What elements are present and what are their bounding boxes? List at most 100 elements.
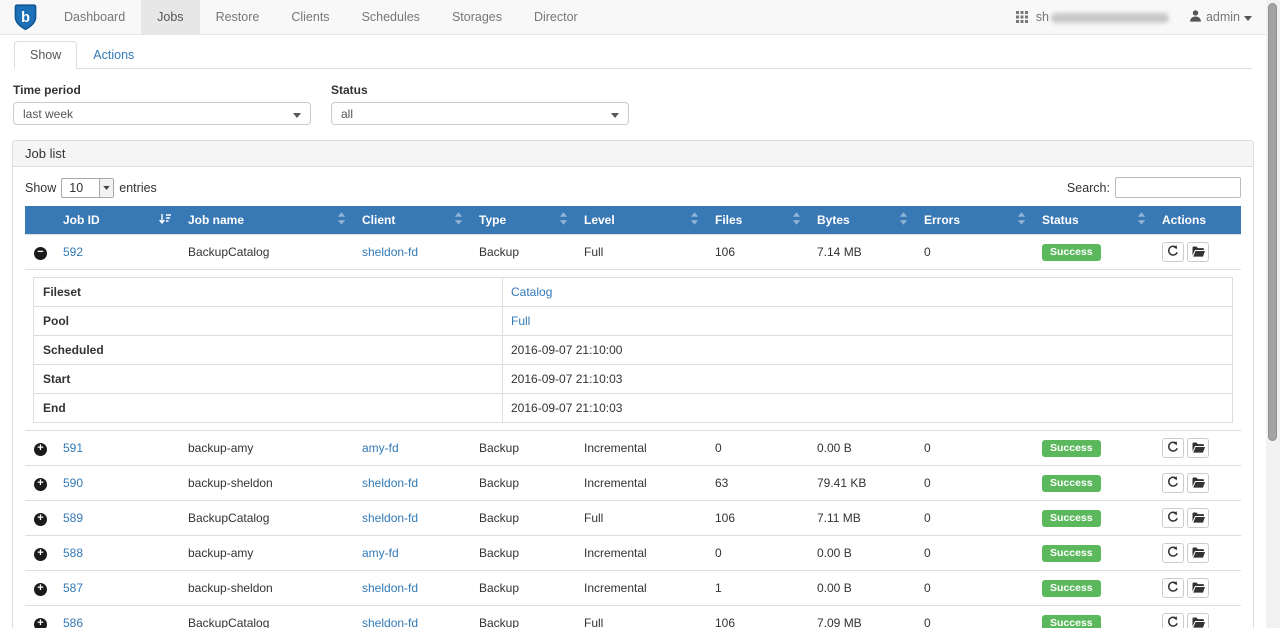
expand-row-button[interactable]: +: [34, 442, 47, 456]
chevron-down-icon: [293, 107, 301, 121]
nav-item-storages[interactable]: Storages: [451, 10, 502, 24]
files-cell: 0: [707, 535, 809, 571]
rerun-button[interactable]: [1162, 438, 1184, 458]
expand-row-button[interactable]: +: [34, 617, 47, 628]
restore-button[interactable]: [1187, 438, 1209, 458]
expand-row-button[interactable]: +: [34, 477, 47, 491]
job-name-cell: BackupCatalog: [180, 500, 354, 536]
status-badge: Success: [1042, 509, 1101, 527]
expand-row-button[interactable]: +: [34, 512, 47, 526]
expand-cell: +: [25, 535, 55, 571]
client-link[interactable]: amy-fd: [362, 441, 399, 455]
actions-cell: [1154, 605, 1241, 628]
table-row-job-588: +588 backup-amy amy-fd Backup Incremental 0 0.…: [25, 535, 1241, 571]
status-filter: Status all: [331, 83, 629, 125]
pool-link[interactable]: Full: [511, 314, 531, 328]
type-cell: Backup: [471, 535, 576, 571]
job-id-link[interactable]: 590: [63, 476, 84, 490]
client-link[interactable]: sheldon-fd: [362, 476, 419, 490]
status-badge: Success: [1042, 474, 1101, 492]
user-icon: [1189, 9, 1202, 25]
files-cell: 63: [707, 465, 809, 501]
detail-value: 2016-09-07 21:10:00: [502, 335, 1233, 365]
rerun-button[interactable]: [1162, 578, 1184, 598]
job-name-cell: BackupCatalog: [180, 605, 354, 628]
level-cell: Incremental: [576, 430, 707, 466]
client-link[interactable]: sheldon-fd: [362, 511, 419, 525]
user-name: admin: [1205, 10, 1240, 24]
actions-cell: [1154, 234, 1241, 270]
scrollbar-thumb[interactable]: [1268, 3, 1277, 441]
nav-item-director[interactable]: Director: [533, 10, 578, 24]
restore-button[interactable]: [1187, 242, 1209, 262]
collapse-row-button[interactable]: −: [34, 246, 47, 260]
restore-button[interactable]: [1187, 613, 1209, 628]
files-cell: 106: [707, 500, 809, 536]
time-period-select[interactable]: last week: [13, 102, 311, 125]
job-id-link[interactable]: 592: [63, 245, 84, 259]
status-badge: Success: [1042, 579, 1101, 597]
tab-actions[interactable]: Actions: [93, 48, 135, 62]
rerun-button[interactable]: [1162, 473, 1184, 493]
col-header-status[interactable]: Status: [1034, 206, 1154, 235]
restore-button[interactable]: [1187, 578, 1209, 598]
tab-show[interactable]: Show: [14, 41, 78, 69]
bareos-logo-icon[interactable]: b: [0, 0, 48, 34]
page-size-value: 10: [69, 180, 84, 195]
col-header-type[interactable]: Type: [471, 206, 576, 235]
restore-button[interactable]: [1187, 473, 1209, 493]
col-header-job-id[interactable]: Job ID: [55, 206, 180, 235]
vertical-scrollbar[interactable]: [1266, 0, 1280, 628]
col-header-files[interactable]: Files: [707, 206, 809, 235]
col-header-bytes[interactable]: Bytes: [809, 206, 916, 235]
col-header-job-name[interactable]: Job name: [180, 206, 354, 235]
fileset-link[interactable]: Catalog: [511, 285, 553, 299]
rerun-button[interactable]: [1162, 613, 1184, 628]
detail-label: Scheduled: [33, 335, 503, 365]
job-name-cell: backup-sheldon: [180, 465, 354, 501]
user-menu[interactable]: admin: [1189, 9, 1252, 25]
restore-button[interactable]: [1187, 543, 1209, 563]
sort-icon: [559, 212, 568, 228]
status-cell: Success: [1034, 465, 1154, 501]
nav-item-jobs[interactable]: Jobs: [141, 0, 200, 34]
nav-item-clients[interactable]: Clients: [291, 10, 330, 24]
files-cell: 1: [707, 570, 809, 606]
client-link[interactable]: sheldon-fd: [362, 245, 419, 259]
show-label: Show: [25, 180, 57, 195]
actions-cell: [1154, 500, 1241, 536]
level-cell: Incremental: [576, 465, 707, 501]
expand-row-button[interactable]: +: [34, 582, 47, 596]
page-size-select[interactable]: 10: [61, 177, 115, 198]
expand-row-button[interactable]: +: [34, 547, 47, 561]
folder-open-icon: [1192, 441, 1205, 456]
restore-button[interactable]: [1187, 508, 1209, 528]
job-id-link[interactable]: 586: [63, 616, 84, 628]
rerun-button[interactable]: [1162, 543, 1184, 563]
status-cell: Success: [1034, 605, 1154, 628]
search-input[interactable]: [1115, 177, 1241, 198]
nav-item-schedules[interactable]: Schedules: [361, 10, 420, 24]
col-header-level[interactable]: Level: [576, 206, 707, 235]
errors-cell: 0: [916, 234, 1034, 270]
applications-grid-icon[interactable]: [1015, 11, 1028, 23]
client-link[interactable]: amy-fd: [362, 546, 399, 560]
nav-item-restore[interactable]: Restore: [215, 10, 260, 24]
job-id-link[interactable]: 587: [63, 581, 84, 595]
nav-item-dashboard[interactable]: Dashboard: [64, 10, 126, 24]
sort-icon: [454, 212, 463, 228]
job-name-cell: backup-amy: [180, 535, 354, 571]
rerun-button[interactable]: [1162, 242, 1184, 262]
time-period-label: Time period: [13, 83, 81, 97]
col-header-errors[interactable]: Errors: [916, 206, 1034, 235]
rerun-button[interactable]: [1162, 508, 1184, 528]
client-link[interactable]: sheldon-fd: [362, 616, 419, 628]
client-link[interactable]: sheldon-fd: [362, 581, 419, 595]
status-select[interactable]: all: [331, 102, 629, 125]
sort-icon: [337, 212, 346, 228]
job-id-link[interactable]: 588: [63, 546, 84, 560]
job-id-link[interactable]: 591: [63, 441, 84, 455]
time-period-filter: Time period last week: [13, 83, 311, 125]
col-header-client[interactable]: Client: [354, 206, 471, 235]
job-id-link[interactable]: 589: [63, 511, 84, 525]
